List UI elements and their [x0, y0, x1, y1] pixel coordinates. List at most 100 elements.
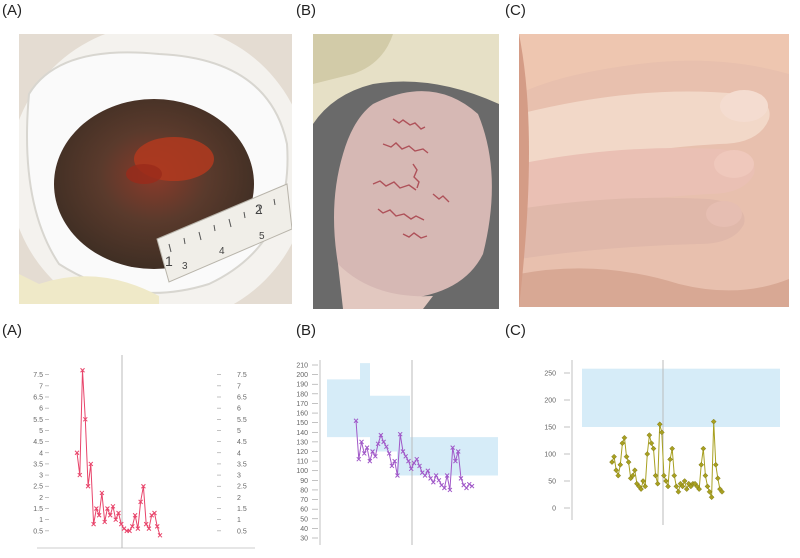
y-tick-label-right: 5	[237, 428, 241, 435]
data-point	[397, 431, 403, 437]
data-point	[656, 421, 663, 428]
data-point	[107, 512, 113, 518]
panel-label-a-bottom: (A)	[2, 322, 22, 339]
data-point	[654, 480, 661, 487]
photo-toes	[519, 34, 789, 307]
data-point	[671, 472, 678, 479]
panel-label-c-top: (C)	[505, 2, 526, 19]
data-point	[702, 472, 709, 479]
data-point	[359, 439, 364, 445]
data-point	[646, 432, 653, 438]
data-point	[704, 483, 711, 490]
data-point	[141, 483, 146, 489]
y-tick-label: 120	[296, 449, 308, 456]
data-point	[714, 475, 721, 482]
data-point	[113, 517, 119, 523]
data-point	[706, 488, 713, 495]
y-tick-label-left: 2	[39, 495, 43, 502]
data-point	[615, 472, 622, 479]
data-point	[102, 519, 108, 525]
y-tick-label: 190	[296, 382, 308, 389]
data-point	[152, 510, 157, 516]
toe	[519, 91, 770, 174]
y-tick-label-right: 3.5	[237, 461, 247, 468]
data-point	[652, 472, 659, 479]
data-point	[408, 466, 414, 472]
data-point	[422, 473, 428, 478]
data-point	[135, 526, 141, 531]
data-point	[458, 476, 464, 481]
ruler-number: 2	[255, 201, 263, 217]
data-point	[629, 472, 636, 479]
photo-skin-mottling	[313, 34, 499, 309]
y-tick-label-right: 1.5	[237, 506, 247, 513]
data-point	[118, 521, 124, 527]
ruler-number: 5	[259, 231, 265, 242]
y-tick-label-right: 6	[237, 406, 241, 413]
data-point	[430, 479, 436, 485]
reference-range-band	[582, 368, 780, 427]
y-tick-label: 180	[296, 391, 308, 398]
data-point	[370, 449, 375, 454]
data-point	[466, 481, 472, 487]
data-point	[455, 449, 461, 454]
data-point	[444, 473, 450, 478]
data-point	[372, 453, 378, 459]
panel-label-b-bottom: (B)	[296, 322, 316, 339]
data-point	[400, 449, 406, 454]
data-point	[146, 526, 152, 531]
data-point	[157, 532, 163, 538]
data-point	[425, 468, 431, 474]
y-tick-label: 200	[544, 398, 556, 405]
data-point	[99, 490, 105, 496]
y-tick-label: 60	[300, 507, 308, 514]
y-tick-label: 70	[300, 497, 308, 504]
y-tick-label-left: 6	[39, 406, 43, 413]
data-point	[696, 486, 703, 492]
y-tick-label: 110	[297, 459, 308, 466]
data-point	[378, 432, 384, 438]
measuring-ruler: 1 2 3 4 5	[156, 183, 292, 283]
data-point	[650, 445, 657, 452]
data-point	[442, 485, 447, 491]
data-point	[640, 478, 646, 484]
panel-label-b-top: (B)	[296, 2, 316, 19]
data-point	[132, 512, 138, 518]
data-point	[663, 478, 669, 484]
ruler-number: 3	[182, 261, 188, 272]
data-point	[403, 453, 409, 459]
y-tick-label: 150	[296, 420, 308, 427]
data-point	[392, 458, 398, 464]
data-point	[428, 476, 433, 481]
data-point	[127, 528, 132, 534]
y-tick-label-left: 3.5	[33, 461, 43, 468]
data-point	[91, 521, 96, 527]
data-point	[708, 494, 715, 501]
y-tick-label-left: 2.5	[33, 484, 43, 491]
y-tick-label-right: 4.5	[237, 439, 247, 446]
data-point	[389, 463, 395, 469]
data-point	[154, 524, 160, 529]
y-tick-label: 30	[300, 536, 308, 543]
y-tick-label: 170	[296, 401, 308, 408]
y-tick-label-right: 2.5	[237, 484, 247, 491]
data-point	[417, 463, 422, 469]
data-point	[384, 444, 389, 450]
data-point	[710, 418, 717, 425]
data-point	[673, 483, 680, 490]
data-point	[82, 416, 88, 422]
data-point	[411, 460, 417, 466]
y-tick-label: 50	[300, 516, 308, 523]
data-point	[700, 445, 707, 452]
ruler-number: 1	[165, 253, 173, 269]
y-tick-label-left: 7.5	[33, 372, 43, 379]
y-tick-label-right: 2	[237, 495, 241, 502]
y-tick-label-right: 7	[237, 383, 241, 390]
data-point	[665, 483, 671, 490]
chart-a: 7.5 7.5 7 7 6.5 6.5 6 6 5.5 5.5 5 5 4.5 4.5 4 4 3.5 3.5 3 3…	[33, 355, 255, 549]
y-tick-label-left: 0.5	[33, 528, 43, 535]
data-point	[105, 506, 110, 511]
y-tick-label: 100	[544, 452, 556, 459]
panel-label-a-top: (A)	[2, 2, 22, 19]
y-tick-label: 250	[544, 371, 556, 378]
